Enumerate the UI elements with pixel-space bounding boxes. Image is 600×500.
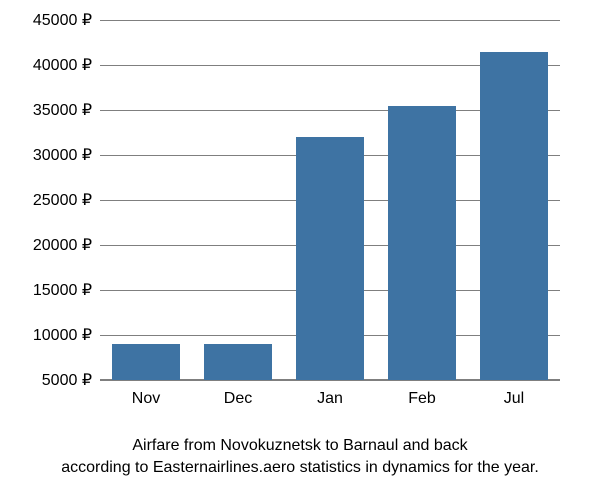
bar — [480, 52, 548, 381]
grid-line — [100, 20, 560, 21]
y-tick-label: 45000 ₽ — [2, 10, 92, 30]
x-tick-label: Nov — [132, 390, 160, 408]
chart-caption: Airfare from Novokuznetsk to Barnaul and… — [0, 435, 600, 478]
y-tick-label: 10000 ₽ — [2, 325, 92, 345]
x-tick-label: Jul — [504, 390, 524, 408]
y-tick-label: 25000 ₽ — [2, 190, 92, 210]
y-tick-label: 20000 ₽ — [2, 235, 92, 255]
y-tick-label: 35000 ₽ — [2, 100, 92, 120]
y-tick-label: 15000 ₽ — [2, 280, 92, 300]
airfare-bar-chart: Airfare from Novokuznetsk to Barnaul and… — [0, 0, 600, 500]
bar — [204, 344, 272, 380]
x-tick-label: Jan — [317, 390, 343, 408]
y-tick-label: 30000 ₽ — [2, 145, 92, 165]
bar — [112, 344, 180, 380]
bar — [388, 106, 456, 381]
y-tick-label: 5000 ₽ — [2, 370, 92, 390]
grid-line — [100, 380, 560, 381]
x-tick-label: Dec — [224, 390, 252, 408]
y-tick-label: 40000 ₽ — [2, 55, 92, 75]
plot-area — [100, 20, 560, 380]
x-tick-label: Feb — [408, 390, 436, 408]
bar — [296, 137, 364, 380]
